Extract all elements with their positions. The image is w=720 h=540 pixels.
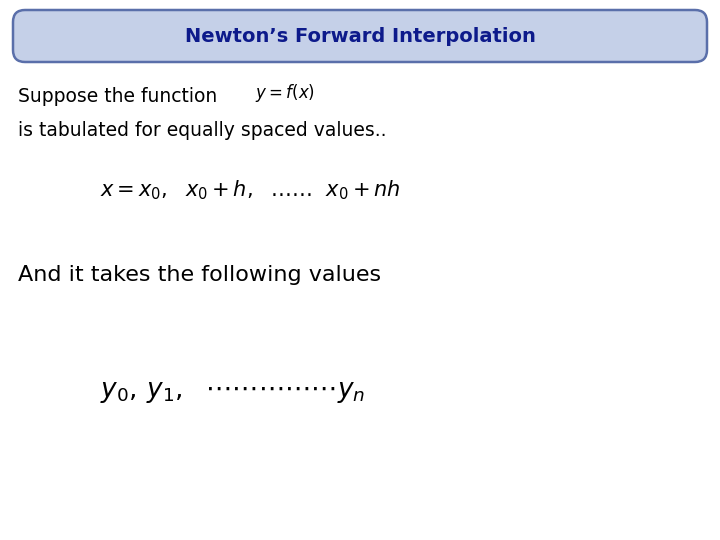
Text: $y_0,\,y_1,\ \ \cdots\cdots\cdots\cdots\cdots y_n$: $y_0,\,y_1,\ \ \cdots\cdots\cdots\cdots\… [100,379,365,405]
Text: And it takes the following values: And it takes the following values [18,265,381,285]
FancyBboxPatch shape [13,10,707,62]
Text: $x = x_0,\ \ x_0+h,\ \ \ldots\ldots\ \ x_0+nh$: $x = x_0,\ \ x_0+h,\ \ \ldots\ldots\ \ x… [100,178,400,202]
Text: Suppose the function: Suppose the function [18,87,217,106]
Text: $y = f(x)$: $y = f(x)$ [255,82,315,104]
Text: Newton’s Forward Interpolation: Newton’s Forward Interpolation [184,26,536,45]
Text: is tabulated for equally spaced values..: is tabulated for equally spaced values.. [18,120,387,139]
